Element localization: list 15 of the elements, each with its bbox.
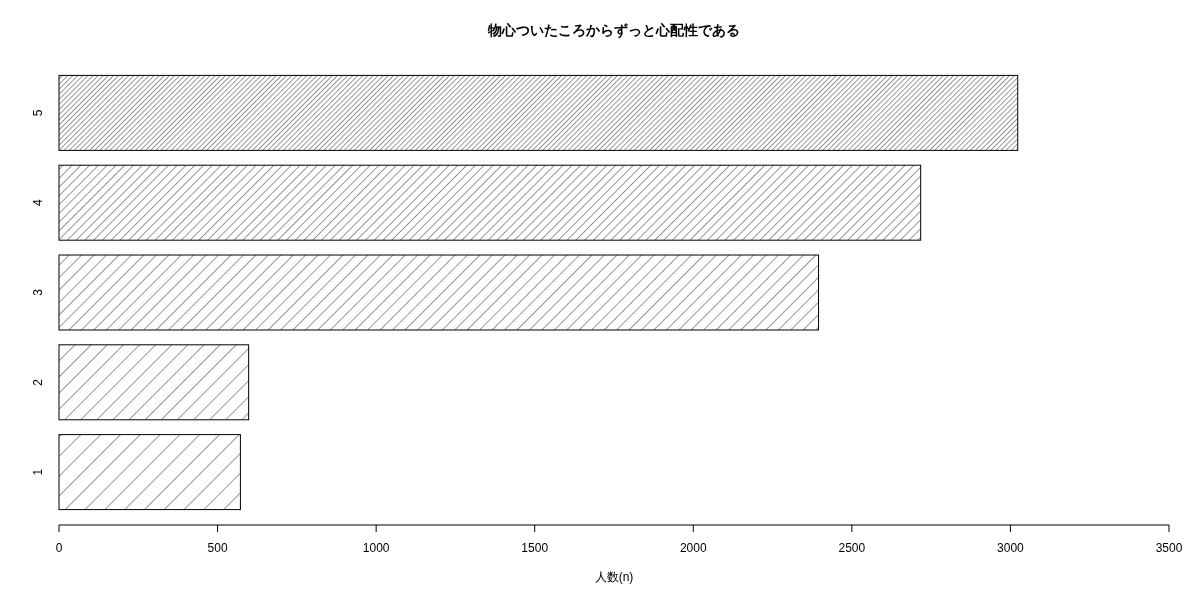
x-tick-label: 3000 <box>997 541 1025 555</box>
y-tick-label: 4 <box>31 199 45 207</box>
x-tick-label: 3500 <box>1155 541 1183 555</box>
x-tick-label: 1000 <box>362 541 390 555</box>
x-tick-label: 1500 <box>521 541 549 555</box>
x-tick-label: 2000 <box>679 541 707 555</box>
chart-title: 物心ついたころからずっと心配性である <box>487 22 740 39</box>
y-tick-label: 5 <box>31 109 45 117</box>
x-tick-label: 500 <box>207 541 228 555</box>
x-tick-label: 0 <box>55 541 63 555</box>
x-axis-title: 人数(n) <box>594 570 634 584</box>
y-tick-label: 2 <box>31 378 45 386</box>
y-tick-label: 1 <box>31 468 45 476</box>
y-tick-label: 3 <box>31 288 45 296</box>
x-tick-label: 2500 <box>838 541 866 555</box>
